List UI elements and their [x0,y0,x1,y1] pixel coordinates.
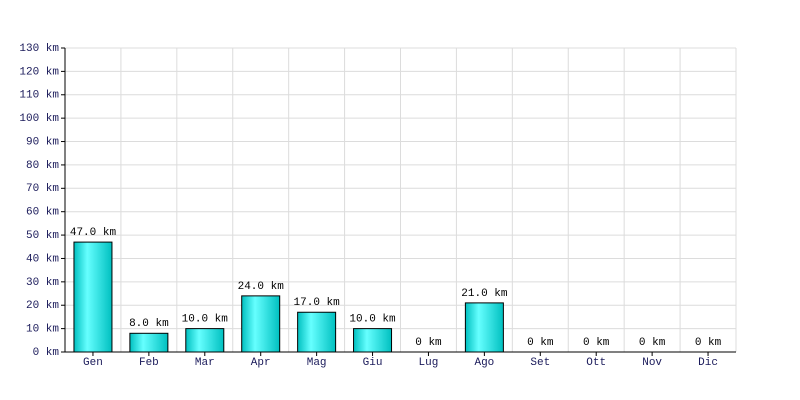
x-tick-label: Ott [586,357,606,369]
value-label: 0 km [583,337,610,349]
y-tick-label: 100 km [19,113,59,125]
value-label: 0 km [639,337,666,349]
x-tick-label: Gen [83,357,103,369]
value-label: 10.0 km [182,314,229,326]
y-tick-label: 50 km [26,230,59,242]
value-label: 21.0 km [461,288,508,300]
y-tick-label: 130 km [19,43,59,55]
bar [241,295,281,353]
x-tick-label: Apr [251,357,271,369]
x-tick-label: Giu [363,357,383,369]
bar [353,328,393,353]
bar [464,302,504,353]
y-tick-label: 10 km [26,324,59,336]
x-tick-label: Mag [307,357,327,369]
value-label: 24.0 km [238,281,285,293]
value-label: 0 km [695,337,722,349]
x-tick-label: Feb [139,357,159,369]
value-label: 10.0 km [349,314,396,326]
y-tick-label: 40 km [26,253,59,265]
bar [185,328,225,353]
x-tick-label: Dic [698,357,718,369]
y-tick-label: 0 km [33,347,60,359]
x-tick-label: Nov [642,357,662,369]
value-label: 17.0 km [294,297,341,309]
x-tick-label: Mar [195,357,215,369]
y-tick-label: 30 km [26,277,59,289]
y-tick-label: 110 km [19,90,59,102]
y-tick-label: 70 km [26,183,59,195]
value-label: 0 km [527,337,554,349]
value-label: 47.0 km [70,227,117,239]
x-tick-label: Set [530,357,550,369]
x-tick-label: Ago [474,357,494,369]
value-label: 0 km [415,337,442,349]
bar [297,311,337,353]
y-tick-label: 90 km [26,136,59,148]
bar [73,241,113,353]
bar [129,332,169,353]
y-tick-label: 60 km [26,207,59,219]
x-tick-label: Lug [419,357,439,369]
y-tick-label: 80 km [26,160,59,172]
value-label: 8.0 km [129,318,169,330]
y-tick-label: 20 km [26,300,59,312]
y-tick-label: 120 km [19,66,59,78]
